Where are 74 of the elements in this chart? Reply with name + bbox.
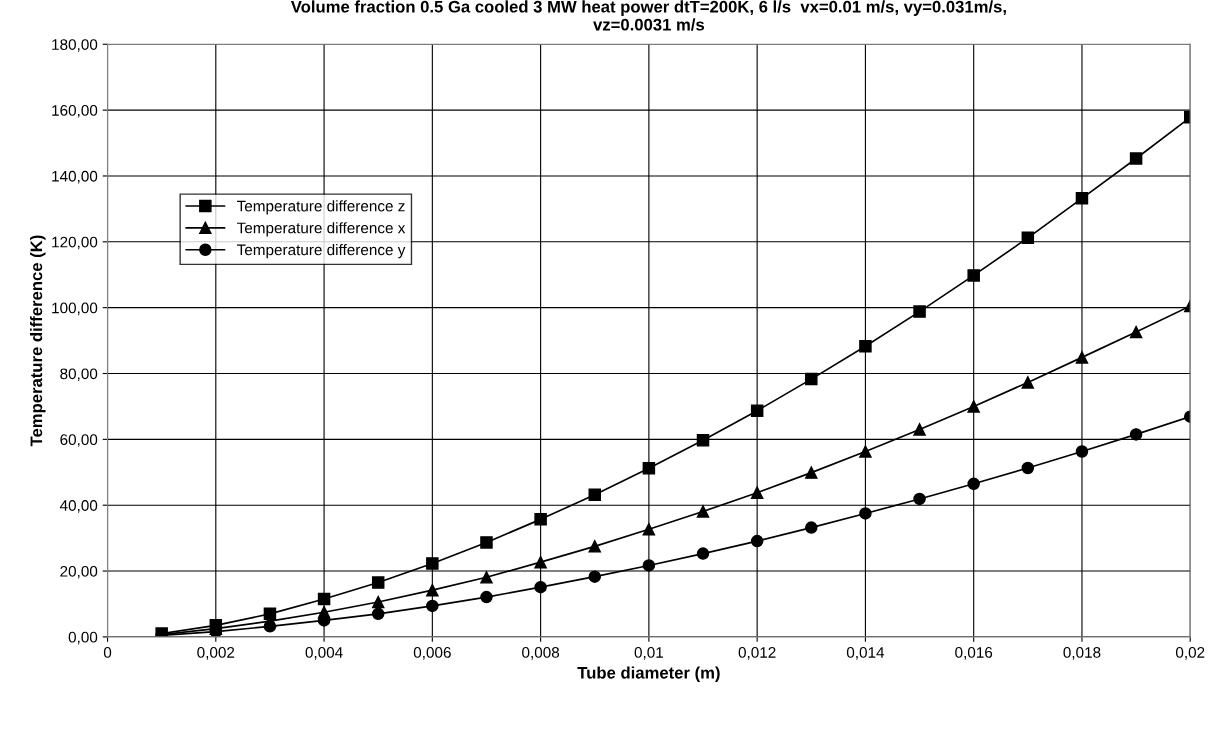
point bbox=[750, 404, 764, 417]
point bbox=[913, 492, 926, 506]
x-tick-label: 0,018 bbox=[1063, 647, 1101, 660]
point bbox=[1021, 376, 1035, 389]
x-tick-label: 0,002 bbox=[197, 647, 235, 660]
y-tick-label: 180,00 bbox=[52, 39, 98, 52]
point bbox=[371, 576, 385, 589]
y-tick-label: 80,00 bbox=[60, 368, 98, 381]
point bbox=[534, 555, 547, 569]
point bbox=[805, 466, 818, 479]
point bbox=[1129, 428, 1143, 441]
point bbox=[588, 488, 601, 501]
point bbox=[967, 400, 980, 413]
point bbox=[1075, 445, 1089, 458]
point bbox=[1075, 192, 1089, 205]
point bbox=[263, 620, 277, 633]
point bbox=[696, 547, 710, 560]
point bbox=[480, 536, 493, 549]
point bbox=[1129, 325, 1143, 339]
point bbox=[588, 540, 601, 553]
x-tick-label: 0,012 bbox=[738, 647, 776, 660]
point bbox=[750, 486, 764, 499]
y-tick-label: 140,00 bbox=[52, 170, 98, 184]
point bbox=[426, 599, 439, 613]
point bbox=[480, 590, 493, 604]
point bbox=[534, 580, 547, 594]
point bbox=[805, 372, 818, 386]
point bbox=[805, 521, 818, 534]
point bbox=[371, 607, 385, 621]
x-axis-title: Tube diameter (m) bbox=[577, 666, 720, 682]
point bbox=[1075, 351, 1089, 364]
point bbox=[642, 559, 656, 572]
y-tick-label: 120,00 bbox=[52, 236, 98, 250]
y-tick-label: 100,00 bbox=[52, 302, 98, 316]
x-tick-label: 0,02 bbox=[1175, 647, 1205, 660]
point bbox=[642, 522, 656, 536]
x-tick-label: 0,01 bbox=[634, 647, 664, 660]
legend-label: Temperature difference z bbox=[237, 200, 405, 215]
point bbox=[642, 462, 656, 475]
point bbox=[1021, 461, 1035, 475]
point bbox=[1129, 152, 1143, 165]
point bbox=[480, 571, 493, 584]
y-tick-label: 160,00 bbox=[52, 104, 98, 118]
point bbox=[696, 434, 710, 447]
x-tick-label: 0,008 bbox=[522, 647, 560, 660]
point bbox=[534, 513, 547, 526]
point bbox=[1021, 231, 1035, 245]
y-tick-label: 60,00 bbox=[60, 434, 98, 447]
point bbox=[317, 592, 331, 606]
point bbox=[859, 339, 872, 353]
y-tick-label: 40,00 bbox=[59, 500, 98, 513]
legend-label: Temperature difference y bbox=[237, 244, 406, 259]
y-axis-title: Temperature difference (K) bbox=[30, 235, 46, 447]
point bbox=[859, 507, 872, 520]
point bbox=[750, 534, 764, 548]
point bbox=[859, 445, 872, 458]
point bbox=[696, 505, 710, 518]
point bbox=[588, 570, 601, 583]
x-tick-label: 0,004 bbox=[305, 647, 343, 660]
point bbox=[967, 477, 980, 491]
point bbox=[913, 423, 926, 436]
point bbox=[426, 583, 439, 597]
legend-label: Temperature difference x bbox=[237, 222, 406, 237]
x-tick-label: 0 bbox=[103, 647, 112, 658]
y-tick-label: 0,00 bbox=[68, 631, 98, 645]
x-tick-label: 0,014 bbox=[846, 647, 885, 660]
point bbox=[371, 595, 385, 609]
chart-title: Volume fraction 0.5 Ga cooled 3 MW heat power dtT=200K, 6 l/s vx=0.01 m/s, vy=0.031m/s, vz=0.0031 m/s bbox=[290, 0, 1006, 31]
y-tick-label: 20,00 bbox=[60, 565, 98, 579]
x-tick-label: 0,016 bbox=[955, 647, 993, 660]
x-tick-label: 0,006 bbox=[413, 647, 451, 660]
point bbox=[967, 269, 980, 282]
point bbox=[913, 305, 926, 318]
point bbox=[426, 557, 439, 570]
